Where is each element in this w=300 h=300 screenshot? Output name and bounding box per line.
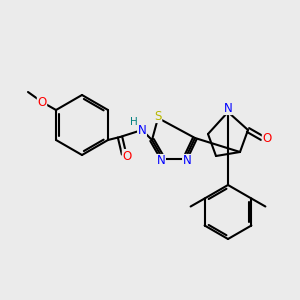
Text: H: H [130,117,138,127]
Text: O: O [262,133,272,146]
Text: O: O [38,95,46,109]
Text: O: O [122,149,132,163]
Text: N: N [224,101,232,115]
Text: S: S [154,110,162,122]
Text: N: N [183,154,191,167]
Text: N: N [157,154,165,167]
Text: N: N [138,124,146,136]
